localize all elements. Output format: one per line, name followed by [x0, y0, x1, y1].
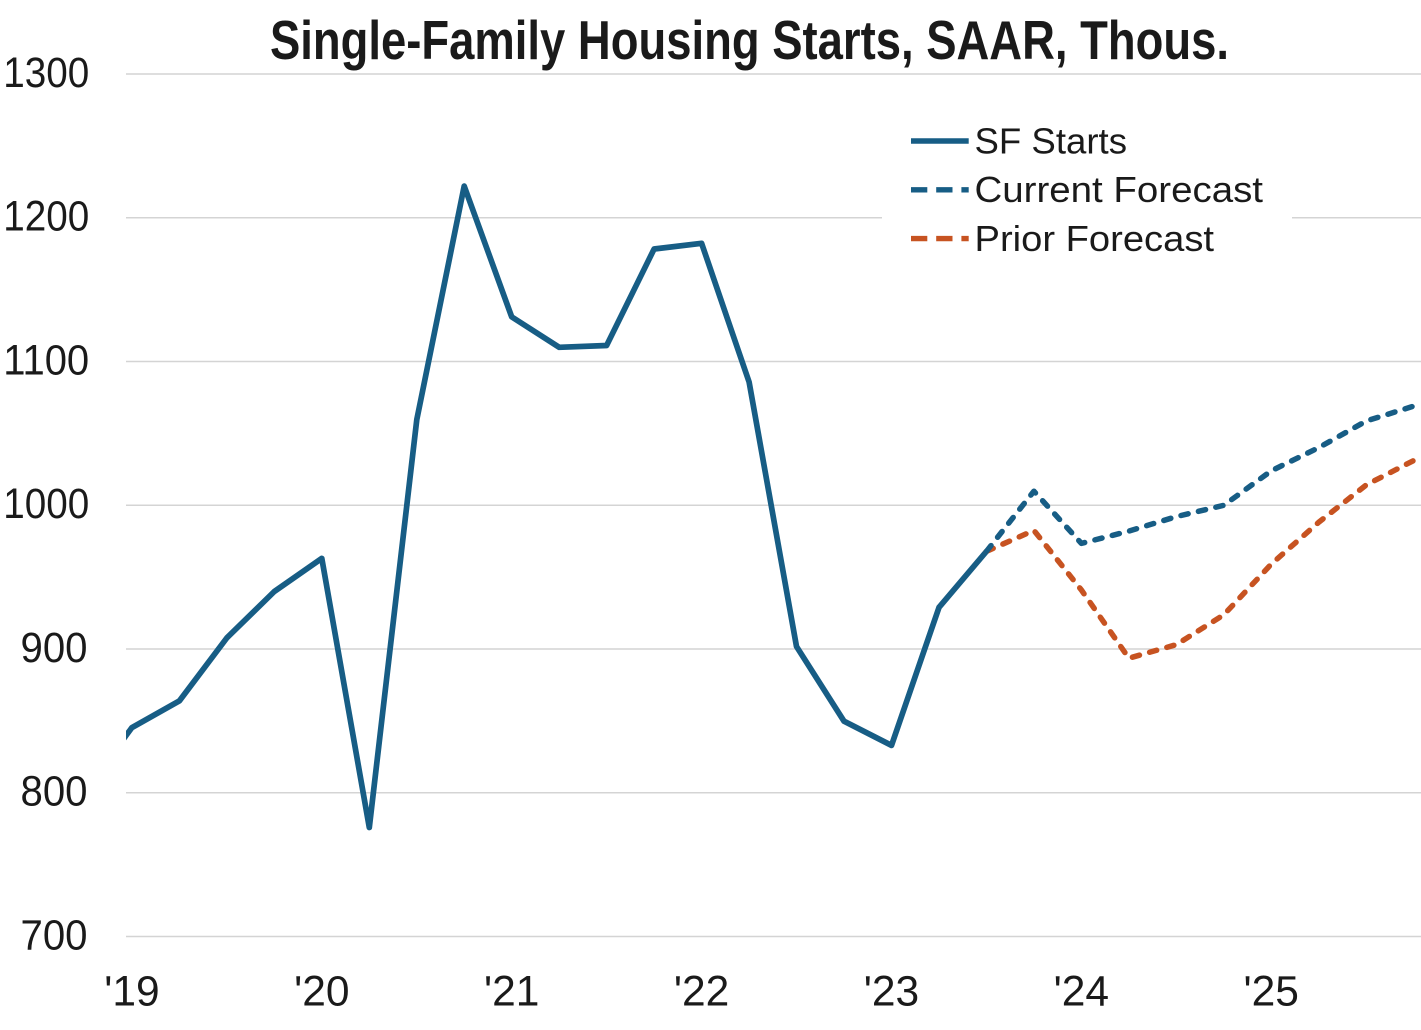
- svg-text:Current Forecast: Current Forecast: [975, 169, 1264, 210]
- svg-text:900: 900: [21, 625, 88, 672]
- svg-text:'22: '22: [674, 969, 729, 1016]
- svg-text:1100: 1100: [3, 337, 89, 384]
- svg-text:'24: '24: [1054, 969, 1109, 1016]
- svg-text:1200: 1200: [3, 194, 89, 241]
- svg-text:1300: 1300: [3, 50, 89, 97]
- svg-text:'23: '23: [864, 969, 919, 1016]
- svg-text:'20: '20: [294, 969, 349, 1016]
- svg-text:800: 800: [21, 769, 88, 816]
- svg-text:Prior Forecast: Prior Forecast: [975, 218, 1215, 259]
- svg-text:'21: '21: [484, 969, 539, 1016]
- svg-text:'19: '19: [104, 969, 159, 1016]
- svg-text:700: 700: [21, 912, 88, 959]
- svg-text:1000: 1000: [3, 481, 89, 528]
- svg-text:SF Starts: SF Starts: [975, 120, 1128, 161]
- svg-text:'25: '25: [1244, 969, 1299, 1016]
- svg-text:Single-Family Housing Starts,: Single-Family Housing Starts, SAAR, Thou…: [270, 9, 1229, 71]
